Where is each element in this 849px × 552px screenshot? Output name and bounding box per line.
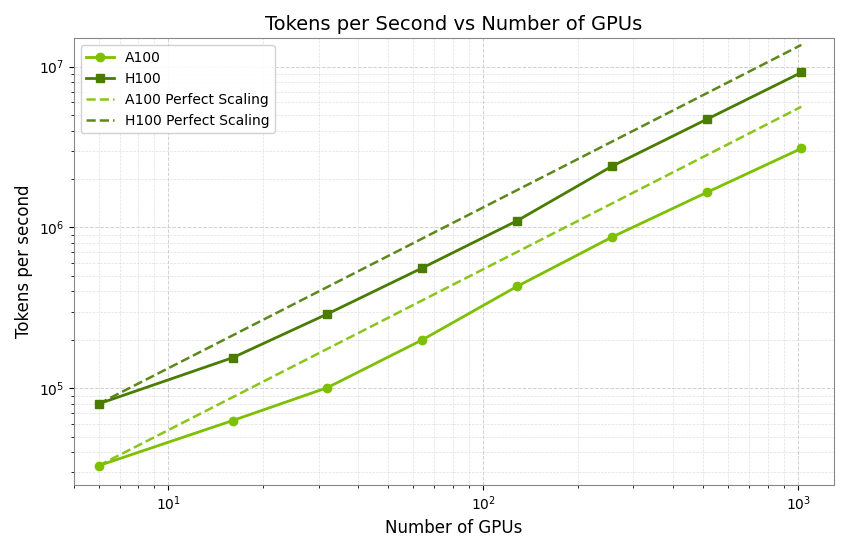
A100 Perfect Scaling — [93, 463, 104, 469]
A100 — [228, 417, 238, 424]
Line: H100: H100 — [94, 68, 806, 408]
H100 — [796, 69, 807, 76]
H100 — [607, 163, 617, 169]
A100 — [607, 234, 617, 241]
H100 — [93, 401, 104, 407]
A100 — [93, 463, 104, 469]
H100 — [512, 217, 522, 224]
A100 — [796, 145, 807, 152]
X-axis label: Number of GPUs: Number of GPUs — [385, 519, 522, 537]
A100 — [323, 384, 333, 391]
A100 Perfect Scaling — [796, 103, 807, 110]
A100 — [417, 337, 427, 343]
Line: A100 Perfect Scaling: A100 Perfect Scaling — [98, 107, 801, 466]
H100 — [701, 116, 711, 123]
H100 — [323, 311, 333, 317]
Y-axis label: Tokens per second: Tokens per second — [15, 185, 33, 338]
Title: Tokens per Second vs Number of GPUs: Tokens per Second vs Number of GPUs — [265, 15, 643, 34]
Legend: A100, H100, A100 Perfect Scaling, H100 Perfect Scaling: A100, H100, A100 Perfect Scaling, H100 P… — [81, 45, 275, 133]
H100 — [417, 264, 427, 271]
H100 — [228, 354, 238, 361]
A100 — [512, 283, 522, 290]
Line: A100: A100 — [94, 144, 806, 470]
A100 — [701, 189, 711, 196]
